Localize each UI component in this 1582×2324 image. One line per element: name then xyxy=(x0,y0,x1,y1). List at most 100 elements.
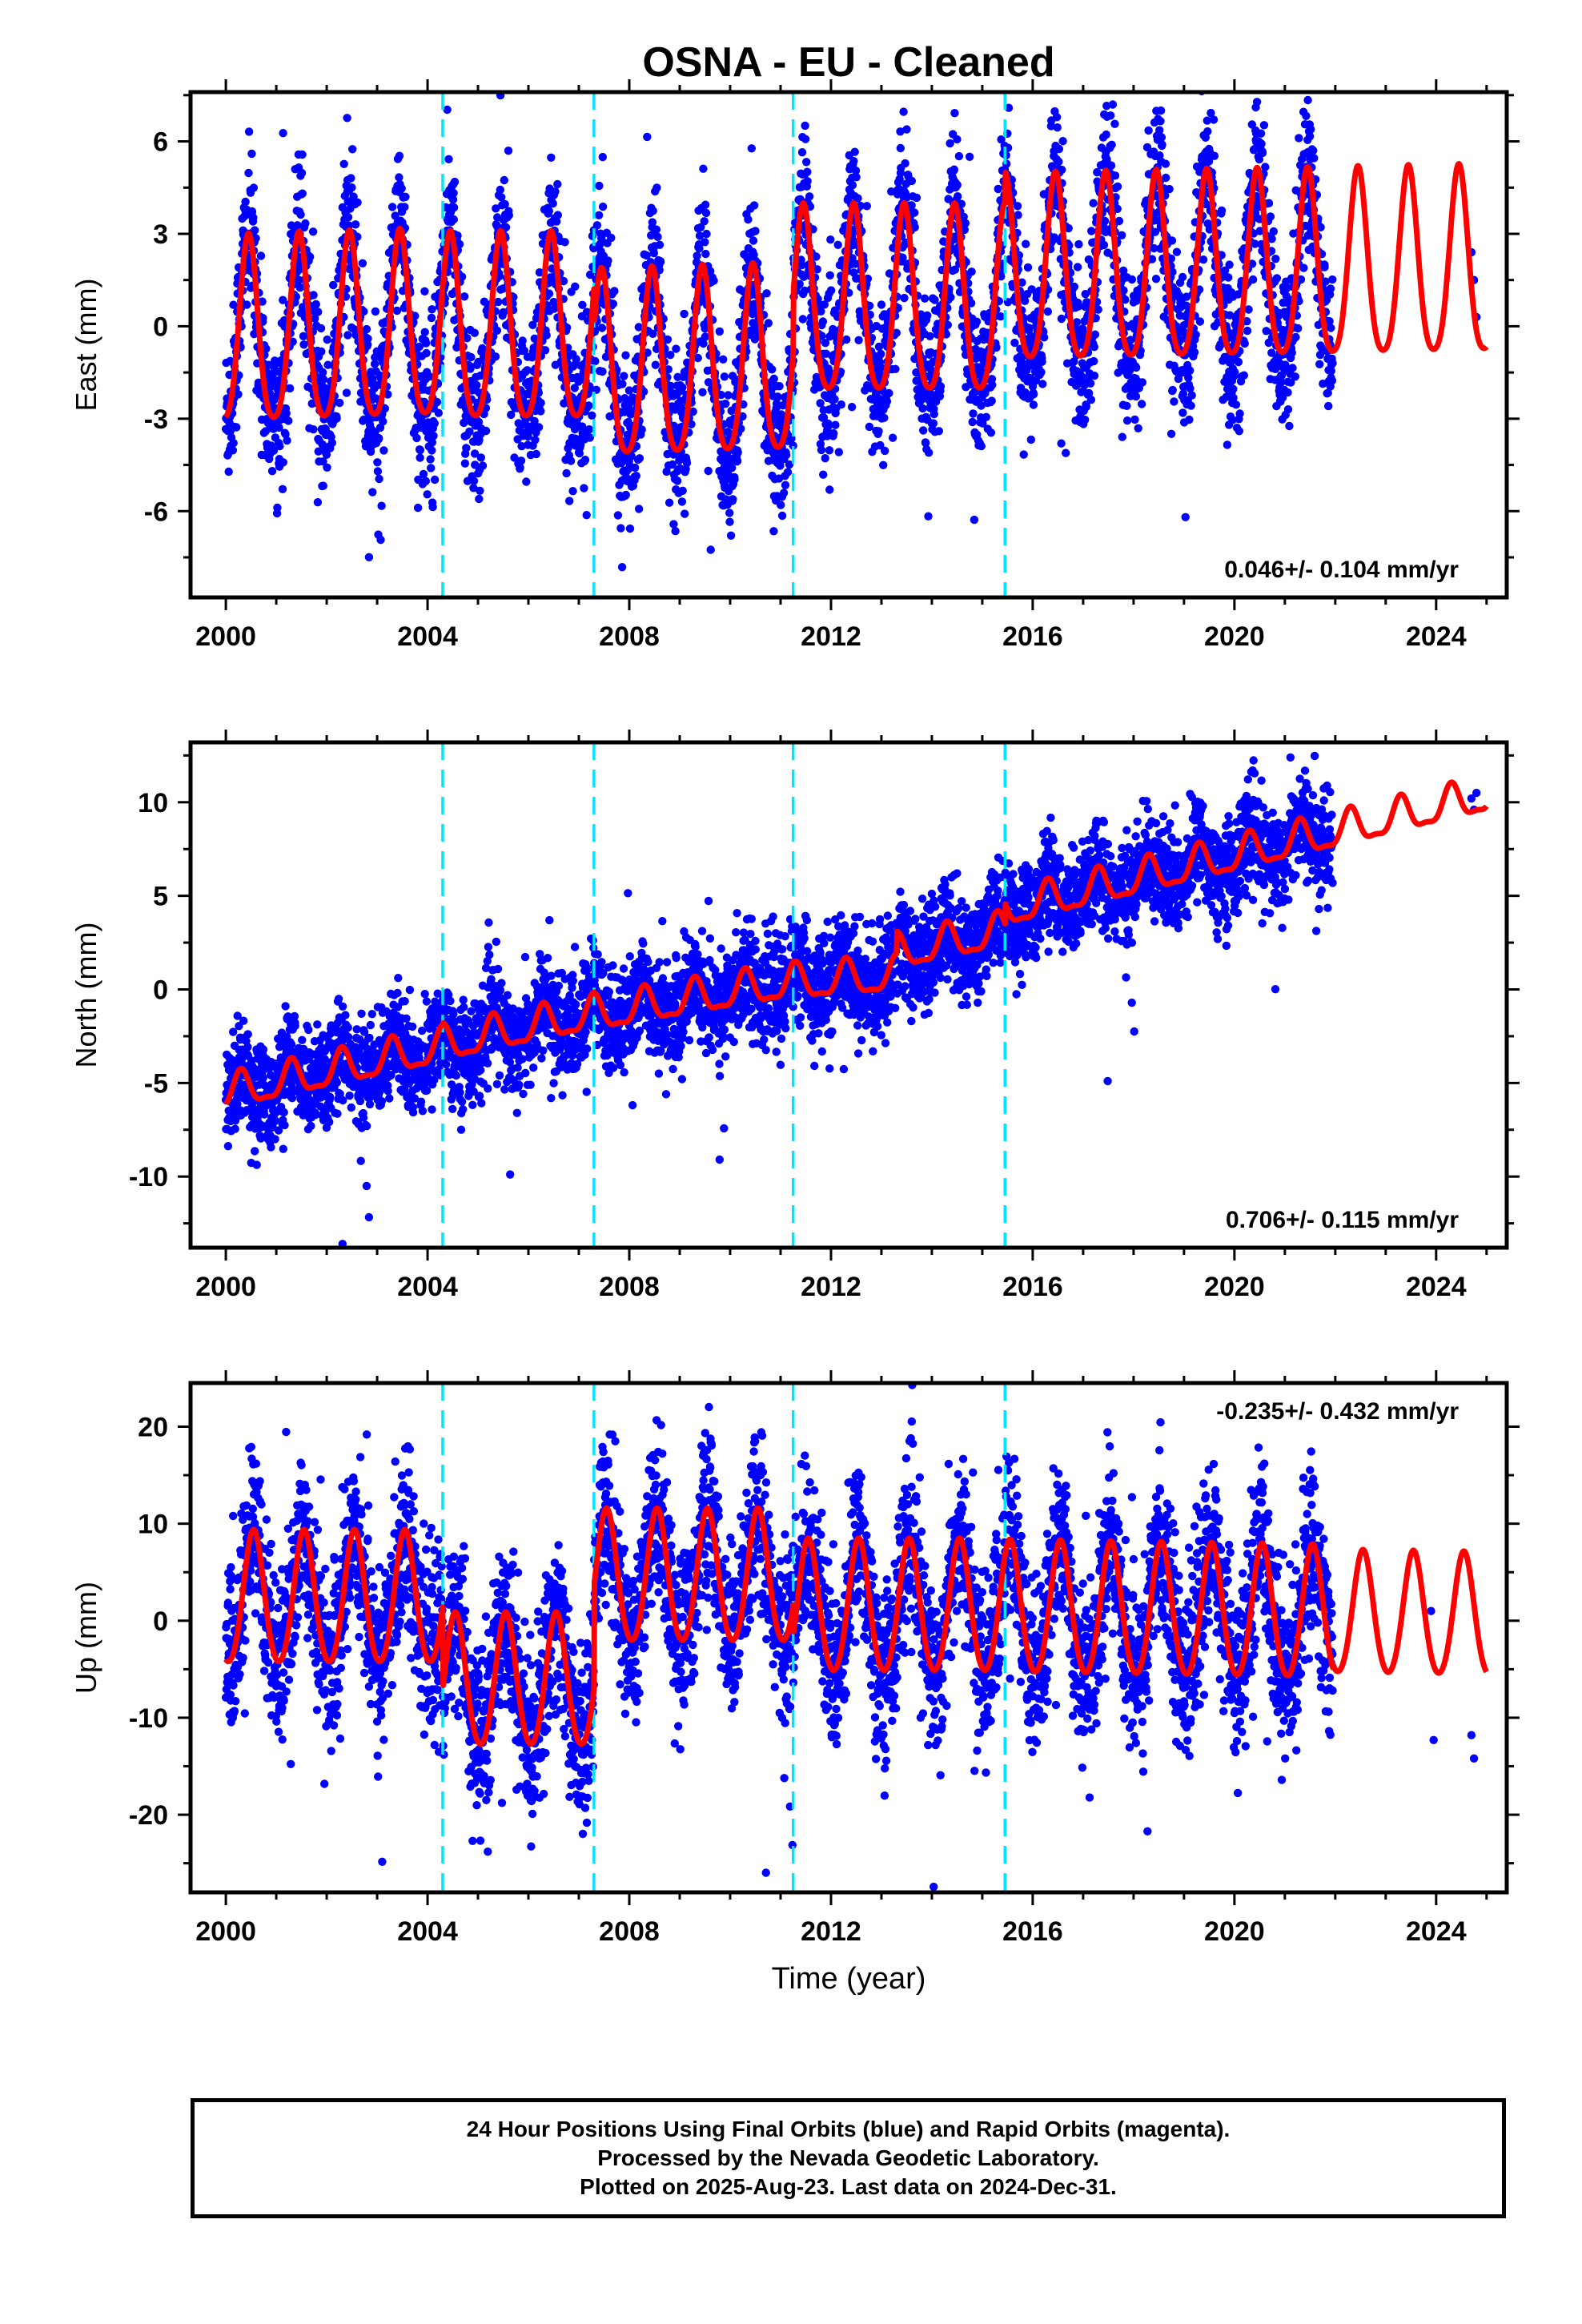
observation-point xyxy=(510,453,519,462)
observation-point xyxy=(432,397,442,407)
observation-point xyxy=(387,203,397,211)
observation-point xyxy=(970,515,979,525)
observation-point xyxy=(504,211,513,219)
observation-point xyxy=(926,332,934,340)
observation-point xyxy=(805,192,814,201)
observation-point xyxy=(523,366,532,375)
observation-point xyxy=(781,451,791,460)
observation-point xyxy=(635,454,644,463)
observation-point xyxy=(1057,314,1066,324)
observation-point xyxy=(1320,263,1329,271)
observation-point xyxy=(465,427,474,436)
observation-point xyxy=(311,314,319,323)
observation-point xyxy=(448,195,458,204)
observation-point xyxy=(314,308,323,316)
observation-point xyxy=(392,306,402,316)
observation-point xyxy=(733,456,742,465)
observation-point xyxy=(613,511,623,520)
observation-point xyxy=(1258,148,1267,158)
observation-point xyxy=(278,485,287,493)
observation-point xyxy=(1038,357,1046,366)
observation-point xyxy=(428,446,436,455)
observation-point xyxy=(1161,159,1170,168)
observation-point xyxy=(317,347,326,356)
observation-point xyxy=(428,305,436,314)
observation-point xyxy=(1186,384,1195,393)
observation-point xyxy=(470,449,480,458)
observation-point xyxy=(968,417,977,427)
observation-point xyxy=(249,213,258,222)
observation-point xyxy=(516,463,524,472)
observation-point xyxy=(332,414,341,423)
observation-point xyxy=(681,509,689,518)
observation-point xyxy=(319,457,327,466)
observation-point xyxy=(309,425,318,434)
observation-point xyxy=(1086,379,1095,388)
observation-point xyxy=(358,259,367,267)
observation-point xyxy=(423,490,432,499)
observation-point xyxy=(323,463,331,472)
observation-point xyxy=(1155,126,1164,135)
observation-point xyxy=(472,380,481,390)
observation-point xyxy=(309,291,318,300)
observation-point xyxy=(1122,401,1131,410)
observation-point xyxy=(1054,144,1064,154)
observation-point xyxy=(630,463,640,472)
observation-point xyxy=(1103,54,1111,62)
observation-point xyxy=(847,403,857,412)
observation-point xyxy=(491,352,500,361)
observation-point xyxy=(725,509,734,517)
observation-point xyxy=(297,168,307,178)
observation-point xyxy=(531,436,540,444)
observation-point xyxy=(1166,429,1176,438)
observation-point xyxy=(842,335,851,344)
observation-point xyxy=(1073,263,1082,271)
observation-point xyxy=(608,300,617,308)
observation-point xyxy=(649,248,658,258)
observation-point xyxy=(733,448,742,457)
observation-point xyxy=(572,355,580,364)
observation-point xyxy=(1114,216,1124,226)
observation-point xyxy=(1089,199,1098,207)
observation-point xyxy=(244,168,253,178)
observation-point xyxy=(329,280,338,290)
observation-point xyxy=(351,220,360,229)
observation-point xyxy=(1156,106,1166,115)
observation-point xyxy=(585,433,594,442)
observation-point xyxy=(228,446,238,455)
observation-point xyxy=(592,221,602,230)
observation-point xyxy=(777,511,787,521)
observation-point xyxy=(591,356,600,366)
observation-point xyxy=(1204,66,1212,74)
observation-point xyxy=(1013,202,1022,211)
observation-point xyxy=(1309,146,1318,155)
observation-point xyxy=(1185,415,1194,424)
observation-point xyxy=(1264,199,1274,207)
observation-point xyxy=(425,372,434,381)
observation-point xyxy=(395,173,404,182)
observation-point xyxy=(494,297,503,307)
observation-point xyxy=(672,344,681,353)
observation-point xyxy=(548,264,556,273)
observation-point xyxy=(559,276,568,286)
observation-point xyxy=(604,256,612,265)
observation-point xyxy=(450,177,460,187)
observation-point xyxy=(982,412,991,421)
observation-point xyxy=(443,105,452,115)
observation-point xyxy=(803,177,812,186)
observation-point xyxy=(229,439,238,448)
observation-point xyxy=(224,467,233,476)
observation-point xyxy=(469,484,478,493)
observation-point xyxy=(1203,127,1212,136)
observation-point xyxy=(769,527,778,536)
observation-point xyxy=(1234,357,1243,367)
observation-point xyxy=(1137,400,1146,408)
observation-point xyxy=(256,251,266,260)
observation-point xyxy=(578,300,587,309)
observation-point xyxy=(298,303,307,312)
observation-point xyxy=(749,236,758,245)
observation-point xyxy=(283,436,291,445)
observation-point xyxy=(496,185,504,195)
observation-point xyxy=(826,235,835,244)
observation-point xyxy=(769,374,778,384)
